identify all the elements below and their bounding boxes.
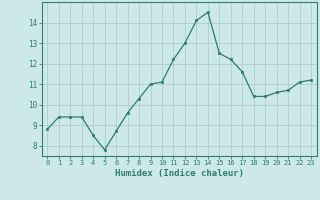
X-axis label: Humidex (Indice chaleur): Humidex (Indice chaleur) [115,169,244,178]
